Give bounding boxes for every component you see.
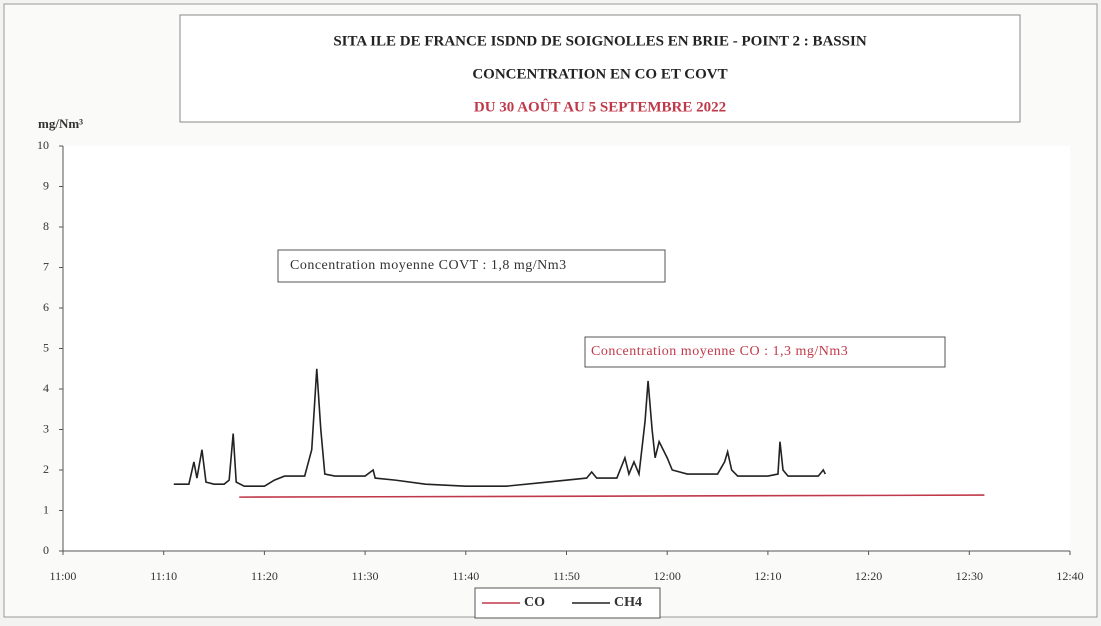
x-tick-label: 11:20	[251, 569, 278, 583]
x-tick-label: 12:20	[855, 569, 882, 583]
y-tick-label: 8	[43, 219, 49, 233]
annotation: Concentration moyenne CO : 1,3 mg/Nm3	[591, 344, 848, 359]
chart-title: SITA ILE DE FRANCE ISDND DE SOIGNOLLES E…	[333, 33, 866, 49]
legend-label: CO	[524, 595, 545, 610]
y-tick-label: 3	[43, 421, 49, 435]
y-tick-label: 4	[43, 381, 49, 395]
x-tick-label: 11:40	[452, 569, 479, 583]
y-tick-label: 2	[43, 462, 49, 476]
x-tick-label: 11:00	[50, 569, 77, 583]
y-tick-label: 0	[43, 543, 49, 557]
line	[173, 368, 827, 488]
x-tick-label: 11:50	[553, 569, 580, 583]
y-tick-label: 7	[43, 259, 49, 273]
x-tick-label: 11:30	[352, 569, 379, 583]
y-axis-label: mg/Nm³	[38, 116, 83, 131]
y-tick-label: 9	[43, 178, 49, 192]
x-tick-label: 12:10	[754, 569, 781, 583]
annotation: Concentration moyenne COVT : 1,8 mg/Nm3	[290, 258, 567, 273]
annotation-box	[584, 336, 946, 368]
annotation-box	[277, 249, 666, 283]
y-tick-label: 10	[37, 138, 49, 152]
y-tick-label: 1	[43, 502, 49, 516]
legend-label: CH4	[614, 595, 642, 610]
chart-period: DU 30 AOÛT AU 5 SEPTEMBRE 2022	[474, 98, 726, 115]
x-tick-label: 12:00	[654, 569, 681, 583]
line	[239, 494, 985, 498]
x-tick-label: 12:40	[1056, 569, 1083, 583]
chart-subtitle: CONCENTRATION EN CO ET COVT	[472, 66, 727, 82]
title-box	[179, 14, 1021, 123]
x-tick-label: 11:10	[150, 569, 177, 583]
y-tick-label: 6	[43, 300, 49, 314]
y-tick-label: 5	[43, 340, 49, 354]
x-tick-label: 12:30	[956, 569, 983, 583]
